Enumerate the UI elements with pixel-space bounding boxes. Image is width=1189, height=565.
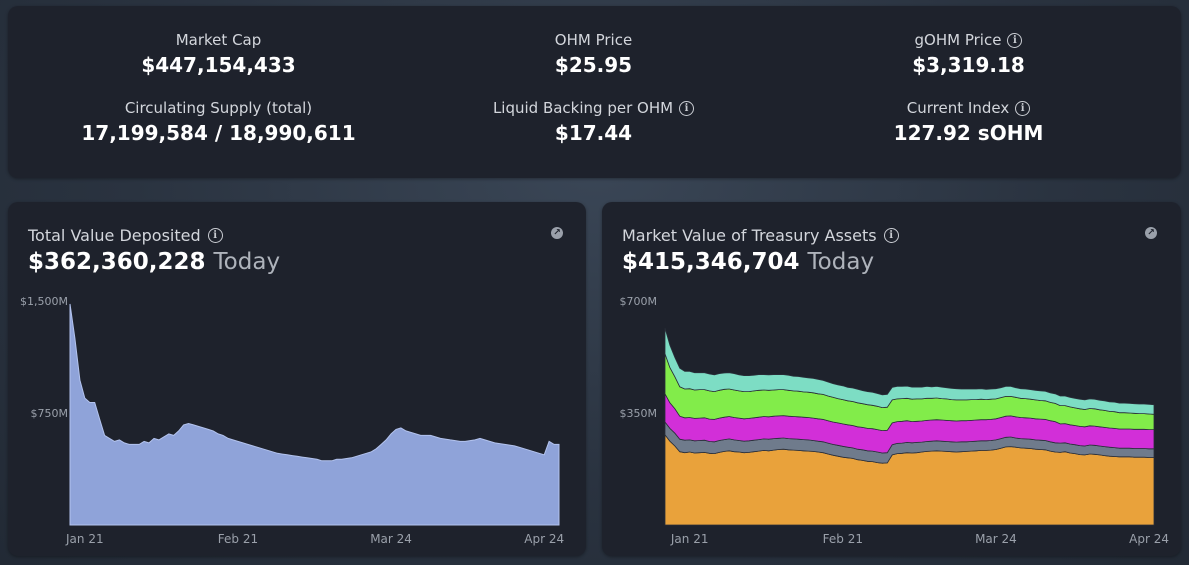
tvd-chart: $1,500M $750M Jan 21 Feb 21 Mar 24 Apr 24 xyxy=(20,295,564,546)
stat-label: OHM Price xyxy=(554,31,633,49)
x-tick-label: Mar 24 xyxy=(370,532,412,546)
stat-ohm-price: OHM Price $25.95 xyxy=(398,30,789,77)
y-tick-label: $350M xyxy=(620,407,658,420)
chart-headline: $362,360,228 Today xyxy=(28,249,280,275)
x-tick-label: Apr 24 xyxy=(524,532,564,546)
stat-label: Market Cap xyxy=(175,31,262,49)
stat-value: $3,319.18 xyxy=(912,53,1025,77)
stat-label: gOHM Price xyxy=(914,31,1002,49)
chart-title: Market Value of Treasury Assets i xyxy=(622,226,899,245)
stat-value: $447,154,433 xyxy=(141,53,296,77)
stat-value: 127.92 sOHM xyxy=(893,121,1044,145)
y-tick-label: $700M xyxy=(620,295,658,308)
expand-icon[interactable]: ↗ xyxy=(1145,227,1157,239)
info-icon[interactable]: i xyxy=(1007,32,1023,48)
x-tick-label: Feb 21 xyxy=(823,532,863,546)
stat-value: 17,199,584 / 18,990,611 xyxy=(81,121,356,145)
stat-value: $17.44 xyxy=(554,121,633,145)
chart-headline: $415,346,704 Today xyxy=(622,249,874,275)
expand-icon[interactable]: ↗ xyxy=(551,227,563,239)
chart-headline-suffix: Today xyxy=(807,249,875,275)
treasury-chart-card: Market Value of Treasury Assets i $415,3… xyxy=(602,202,1181,556)
chart-title-text: Total Value Deposited xyxy=(28,226,201,245)
treasury-chart: $700M $350M Jan 21 Feb 21 Mar 24 Apr 24 xyxy=(620,295,1169,546)
chart-headline-value: $415,346,704 xyxy=(622,249,800,275)
area-series-total-value-deposited xyxy=(69,303,560,526)
x-tick-label: Apr 24 xyxy=(1129,532,1169,546)
stat-value: $25.95 xyxy=(554,53,633,77)
y-tick-label: $750M xyxy=(31,407,69,420)
stats-card: Market Cap $447,154,433 OHM Price $25.95… xyxy=(8,6,1181,178)
area-series-teal xyxy=(664,328,1155,415)
x-tick-label: Feb 21 xyxy=(218,532,258,546)
chart-headline-suffix: Today xyxy=(213,249,281,275)
stat-market-cap: Market Cap $447,154,433 xyxy=(23,30,414,77)
stat-circulating-supply: Circulating Supply (total) 17,199,584 / … xyxy=(23,98,414,145)
stat-label: Circulating Supply (total) xyxy=(124,99,313,117)
info-icon[interactable]: i xyxy=(1015,100,1031,116)
y-tick-label: $1,500M xyxy=(20,295,68,308)
info-icon[interactable]: i xyxy=(883,228,899,243)
chart-title-text: Market Value of Treasury Assets xyxy=(622,226,877,245)
stat-label: Current Index xyxy=(906,99,1010,117)
x-tick-label: Jan 21 xyxy=(670,532,709,546)
stat-gohm-price: gOHM Price i $3,319.18 xyxy=(773,30,1164,77)
tvd-chart-card: Total Value Deposited i $362,360,228 Tod… xyxy=(8,202,586,556)
chart-title: Total Value Deposited i xyxy=(28,226,223,245)
stat-liquid-backing: Liquid Backing per OHM i $17.44 xyxy=(398,98,789,145)
x-tick-label: Jan 21 xyxy=(65,532,104,546)
stat-current-index: Current Index i 127.92 sOHM xyxy=(773,98,1164,145)
info-icon[interactable]: i xyxy=(207,228,223,243)
chart-headline-value: $362,360,228 xyxy=(28,249,206,275)
info-icon[interactable]: i xyxy=(679,100,695,116)
stat-label: Liquid Backing per OHM xyxy=(492,99,674,117)
x-tick-label: Mar 24 xyxy=(975,532,1017,546)
